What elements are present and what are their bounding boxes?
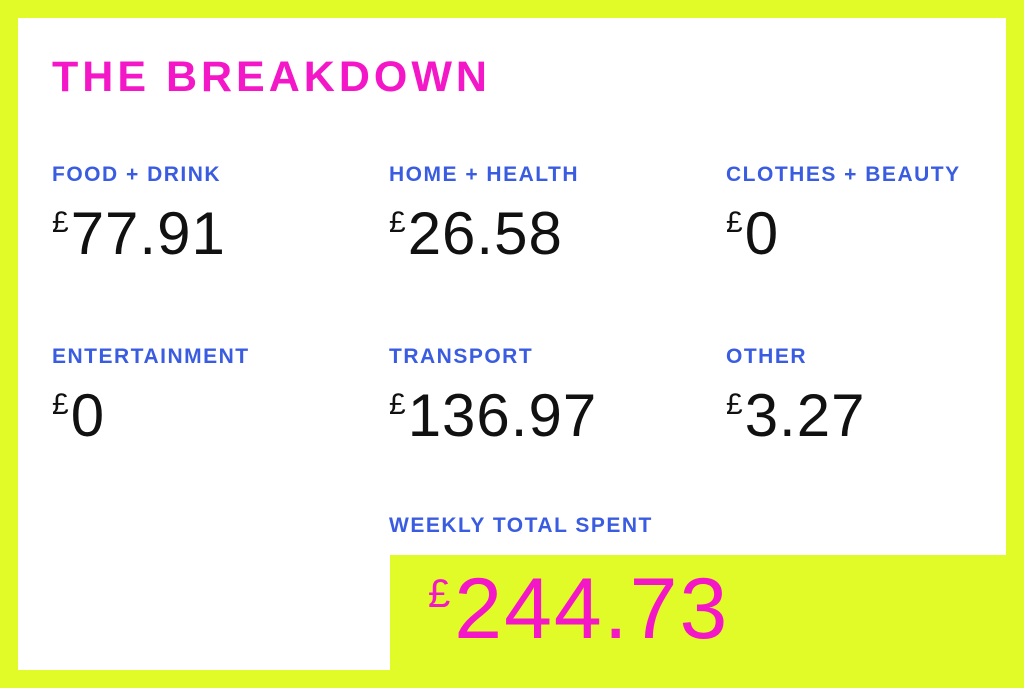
weekly-total-label: WEEKLY TOTAL SPENT <box>389 514 653 537</box>
category-amount-clothes-beauty: £0 <box>726 204 779 264</box>
page-title: THE BREAKDOWN <box>52 53 491 101</box>
currency-symbol: £ <box>726 388 744 421</box>
total-value: 244.73 <box>454 561 730 657</box>
category-amount-transport: £136.97 <box>389 386 597 446</box>
amount-value: 0 <box>70 382 106 449</box>
category-label-clothes-beauty: CLOTHES + BEAUTY <box>726 163 961 186</box>
amount-value: 136.97 <box>407 382 598 449</box>
amount-value: 3.27 <box>744 382 866 449</box>
currency-symbol: £ <box>389 206 407 239</box>
category-label-entertainment: ENTERTAINMENT <box>52 345 250 368</box>
category-label-other: OTHER <box>726 345 807 368</box>
category-label-transport: TRANSPORT <box>389 345 534 368</box>
amount-value: 26.58 <box>407 200 563 267</box>
amount-value: 0 <box>744 200 780 267</box>
currency-symbol: £ <box>52 388 70 421</box>
weekly-total-amount: £244.73 <box>428 566 729 652</box>
total-highlight-box <box>390 555 1024 688</box>
category-label-home-health: HOME + HEALTH <box>389 163 580 186</box>
category-amount-home-health: £26.58 <box>389 204 563 264</box>
currency-symbol: £ <box>389 388 407 421</box>
currency-symbol: £ <box>726 206 744 239</box>
category-label-food-drink: FOOD + DRINK <box>52 163 222 186</box>
category-amount-other: £3.27 <box>726 386 865 446</box>
amount-value: 77.91 <box>70 200 226 267</box>
category-amount-entertainment: £0 <box>52 386 105 446</box>
category-amount-food-drink: £77.91 <box>52 204 226 264</box>
currency-symbol: £ <box>428 572 453 616</box>
currency-symbol: £ <box>52 206 70 239</box>
